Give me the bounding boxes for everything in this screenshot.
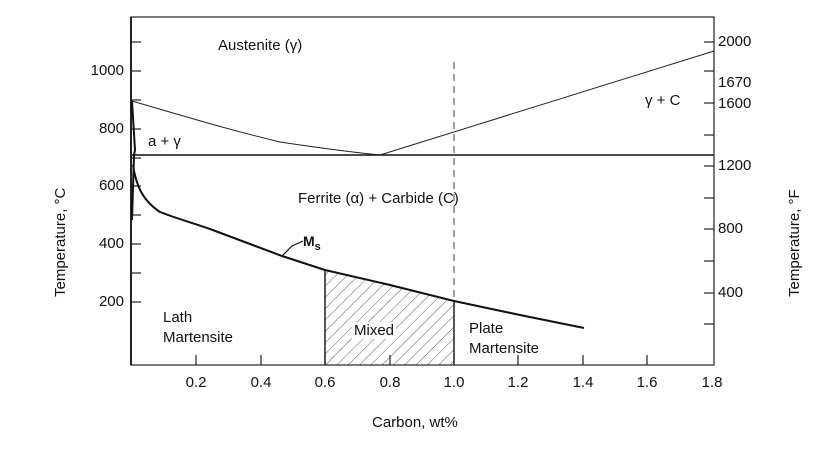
x-tick-0.2: 0.2: [185, 374, 207, 391]
x-axis-title: Carbon, wt%: [372, 414, 458, 431]
x-tick-1.0: 1.0: [443, 374, 465, 391]
y-tick-600: 600: [98, 177, 124, 194]
region-alpha-gamma: a + γ: [148, 133, 181, 150]
ms-label-main: M: [303, 233, 315, 249]
region-austenite: Austenite (γ): [218, 37, 303, 54]
y2-tick-1670: 1670: [718, 74, 752, 91]
acm-line: [379, 50, 715, 156]
x-axis-ticks: [195, 355, 648, 365]
y-axis-title-right: Temperature, °F: [786, 189, 803, 297]
x-tick-1.8: 1.8: [701, 374, 723, 391]
x-tick-0.4: 0.4: [250, 374, 272, 391]
region-lath-line1: Lath: [163, 309, 193, 326]
region-gamma-carbide: γ + C: [645, 92, 681, 109]
y-tick-1000: 1000: [90, 62, 124, 79]
ms-curve: [132, 164, 585, 329]
ms-label-sub: s: [314, 240, 321, 253]
y-tick-200: 200: [98, 293, 124, 310]
ms-leader: [281, 240, 304, 257]
y2-tick-1200: 1200: [718, 157, 752, 174]
y2-tick-400: 400: [718, 284, 744, 301]
y2-tick-1600: 1600: [718, 95, 752, 112]
a3-curve: [131, 100, 381, 156]
x-tick-1.4: 1.4: [572, 374, 594, 391]
right-axis-ticks: [704, 41, 714, 325]
region-plate-line1: Plate: [469, 320, 504, 337]
ms-label: Ms: [303, 233, 321, 253]
region-plate-line2: Martensite: [469, 340, 540, 357]
x-tick-1.2: 1.2: [507, 374, 529, 391]
y-tick-800: 800: [98, 120, 124, 137]
y-tick-400: 400: [98, 235, 124, 252]
x-tick-0.6: 0.6: [314, 374, 336, 391]
y2-tick-800: 800: [718, 220, 744, 237]
ferrite-boundary: [131, 100, 137, 221]
region-ferrite-carbide: Ferrite (α) + Carbide (C): [298, 190, 459, 207]
region-mixed: Mixed: [352, 322, 397, 339]
y2-tick-2000: 2000: [718, 33, 752, 50]
x-tick-1.6: 1.6: [636, 374, 658, 391]
x-tick-0.8: 0.8: [379, 374, 401, 391]
region-lath-line2: Martensite: [163, 329, 234, 346]
y-axis-title-left: Temperature, °C: [52, 187, 69, 297]
